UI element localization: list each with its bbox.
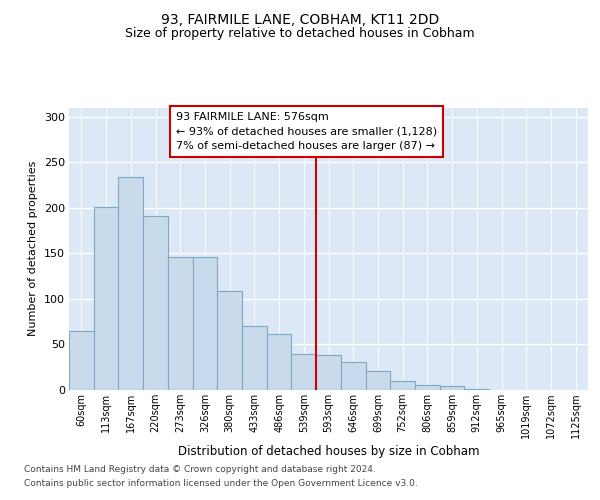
- Bar: [242, 326, 267, 390]
- Text: Size of property relative to detached houses in Cobham: Size of property relative to detached ho…: [125, 28, 475, 40]
- Bar: [440, 386, 464, 390]
- Y-axis label: Number of detached properties: Number of detached properties: [28, 161, 38, 336]
- Bar: [94, 207, 118, 390]
- X-axis label: Distribution of detached houses by size in Cobham: Distribution of detached houses by size …: [178, 445, 479, 458]
- Text: Contains public sector information licensed under the Open Government Licence v3: Contains public sector information licen…: [24, 479, 418, 488]
- Bar: [118, 177, 143, 390]
- Bar: [193, 257, 217, 390]
- Bar: [292, 354, 316, 390]
- Bar: [390, 381, 415, 390]
- Bar: [168, 257, 193, 390]
- Bar: [365, 371, 390, 390]
- Bar: [267, 334, 292, 390]
- Bar: [69, 331, 94, 390]
- Text: 93 FAIRMILE LANE: 576sqm
← 93% of detached houses are smaller (1,128)
7% of semi: 93 FAIRMILE LANE: 576sqm ← 93% of detach…: [176, 112, 437, 152]
- Text: Contains HM Land Registry data © Crown copyright and database right 2024.: Contains HM Land Registry data © Crown c…: [24, 466, 376, 474]
- Bar: [316, 356, 341, 390]
- Bar: [341, 362, 365, 390]
- Bar: [143, 216, 168, 390]
- Text: 93, FAIRMILE LANE, COBHAM, KT11 2DD: 93, FAIRMILE LANE, COBHAM, KT11 2DD: [161, 12, 439, 26]
- Bar: [464, 389, 489, 390]
- Bar: [415, 386, 440, 390]
- Bar: [217, 290, 242, 390]
